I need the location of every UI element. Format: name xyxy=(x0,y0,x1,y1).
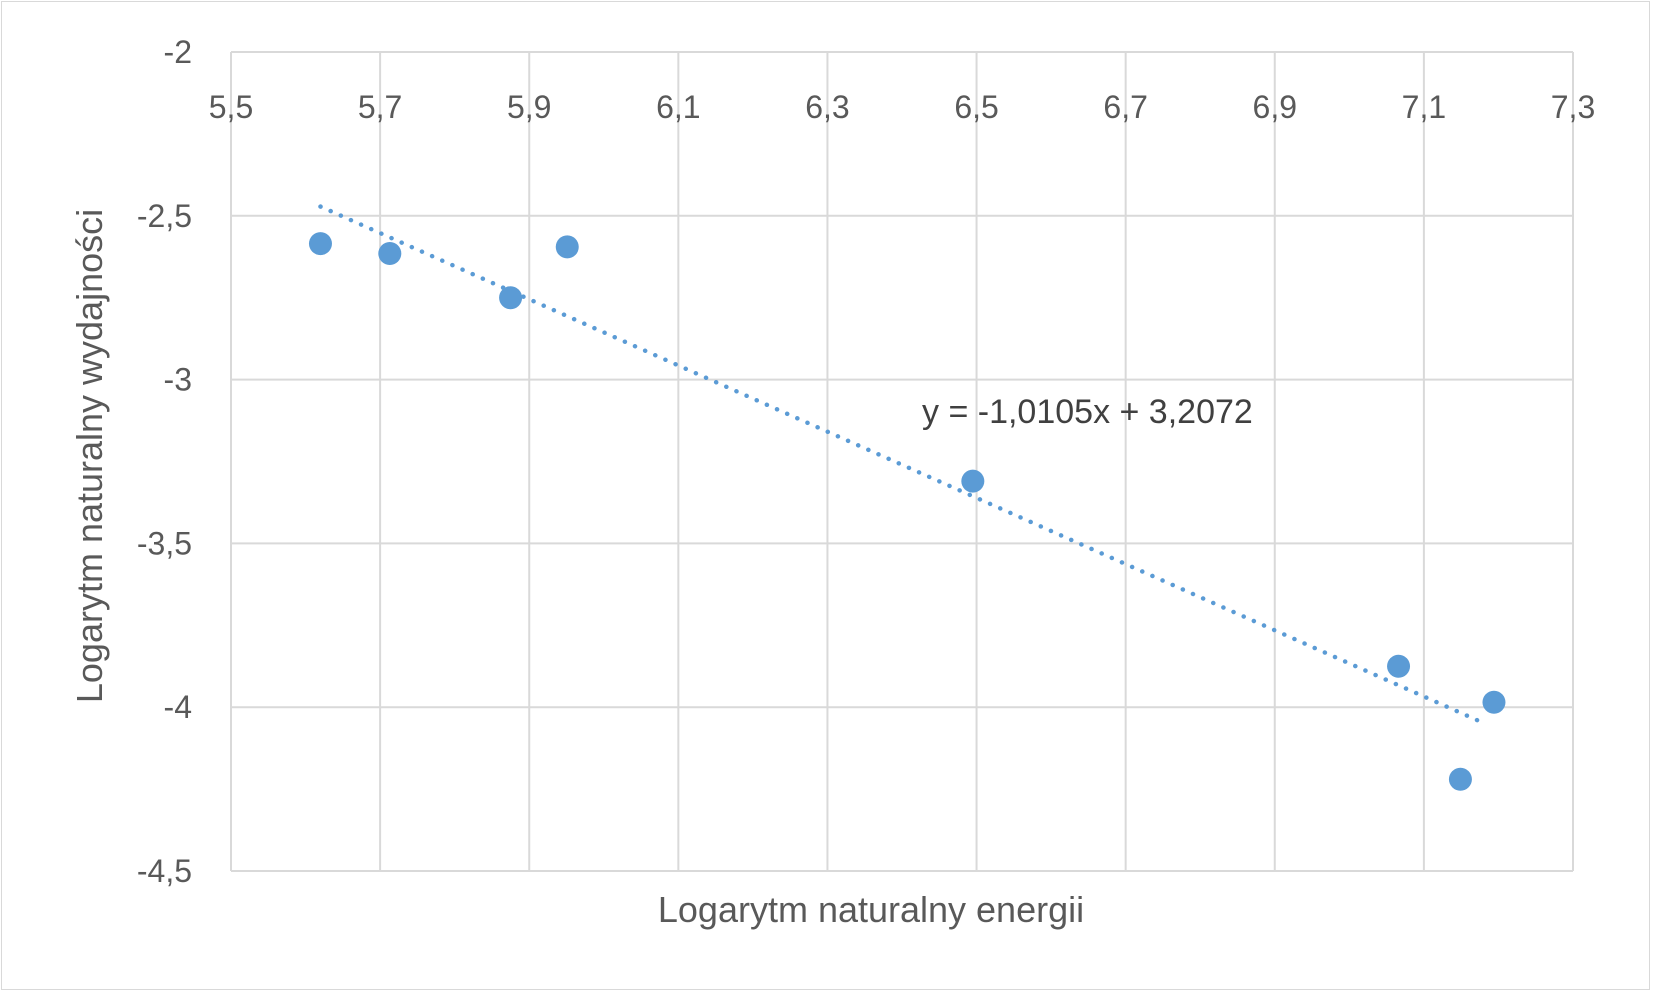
trendline xyxy=(318,204,1486,726)
data-point-1 xyxy=(378,241,402,265)
trendline-equation: y = -1,0105x + 3,2072 xyxy=(922,393,1253,431)
x-tick-labels: 5,5 5,7 5,9 6,1 6,3 6,5 6,7 6,9 7,1 7,3 xyxy=(209,89,1595,125)
x-tick-label: 5,7 xyxy=(358,89,402,125)
data-point-2 xyxy=(499,286,523,310)
y-tick-label: -2,5 xyxy=(137,198,192,234)
data-point-7 xyxy=(1482,690,1506,714)
gridlines xyxy=(230,51,1574,872)
y-tick-label: -3,5 xyxy=(137,525,192,561)
data-point-4 xyxy=(961,469,985,493)
data-points xyxy=(308,232,1506,791)
y-tick-label: -4,5 xyxy=(137,853,192,889)
y-tick-label: -4 xyxy=(164,689,192,725)
data-point-0 xyxy=(308,232,332,256)
trendline-group xyxy=(318,204,1486,726)
x-tick-label: 6,1 xyxy=(656,89,700,125)
data-point-5 xyxy=(1387,654,1411,678)
x-tick-label: 5,5 xyxy=(209,89,253,125)
x-axis-title: Logarytm naturalny energii xyxy=(658,889,1084,930)
x-tick-label: 6,7 xyxy=(1103,89,1147,125)
y-tick-label: -3 xyxy=(164,362,192,398)
data-point-3 xyxy=(555,235,579,259)
y-tick-labels: -2 -2,5 -3 -3,5 -4 -4,5 xyxy=(137,34,192,889)
x-tick-label: 6,5 xyxy=(954,89,998,125)
x-tick-label: 7,1 xyxy=(1402,89,1446,125)
x-tick-label: 7,3 xyxy=(1551,89,1595,125)
y-tick-label: -2 xyxy=(164,34,192,70)
x-tick-label: 5,9 xyxy=(507,89,551,125)
x-tick-label: 6,3 xyxy=(805,89,849,125)
data-point-6 xyxy=(1448,767,1472,791)
x-tick-label: 6,9 xyxy=(1253,89,1297,125)
y-axis-title: Logarytm naturalny wydajności xyxy=(69,209,110,703)
